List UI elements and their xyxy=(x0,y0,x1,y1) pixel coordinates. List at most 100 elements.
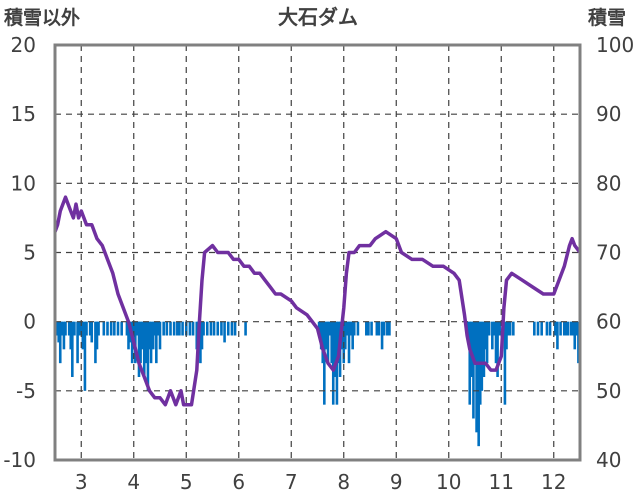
bar xyxy=(230,321,234,336)
left-tick-label: -5 xyxy=(16,379,36,403)
bar xyxy=(564,321,568,336)
bar xyxy=(512,321,515,336)
right-tick-label: 70 xyxy=(596,241,621,265)
x-tick-label: 8 xyxy=(337,470,350,494)
bar xyxy=(141,321,144,350)
bar xyxy=(323,321,326,405)
x-tick-label: 6 xyxy=(232,470,245,494)
bar xyxy=(157,321,160,336)
bar xyxy=(548,321,552,336)
bar xyxy=(370,321,373,336)
line-series xyxy=(53,195,582,407)
bar xyxy=(69,321,73,350)
bar xyxy=(153,321,157,336)
left-tick-label: -10 xyxy=(3,448,36,472)
bar xyxy=(562,321,566,336)
right-tick-label: 90 xyxy=(596,102,621,126)
bar xyxy=(195,321,199,350)
bar xyxy=(386,321,389,336)
bar xyxy=(209,321,213,336)
x-tick-label: 4 xyxy=(127,470,140,494)
bar xyxy=(365,321,368,336)
bar xyxy=(494,321,498,364)
grid-lines xyxy=(55,45,580,460)
bar xyxy=(109,321,113,336)
bar xyxy=(127,321,130,350)
bar xyxy=(508,321,512,336)
bar xyxy=(149,321,153,364)
bar xyxy=(176,321,179,336)
bar xyxy=(62,321,66,350)
bar xyxy=(142,321,146,377)
bar xyxy=(102,321,106,336)
bar xyxy=(388,321,391,336)
left-tick-label: 5 xyxy=(23,241,36,265)
bar xyxy=(487,321,491,336)
bar xyxy=(55,321,58,336)
bar xyxy=(83,321,87,391)
bar xyxy=(90,321,94,343)
bar xyxy=(367,321,370,336)
bar xyxy=(79,321,83,336)
bar xyxy=(200,321,204,350)
bar xyxy=(88,321,92,336)
bar xyxy=(377,321,381,336)
bar xyxy=(356,321,360,336)
bar xyxy=(485,321,489,364)
bar xyxy=(73,321,76,336)
bar xyxy=(113,321,116,336)
bar xyxy=(326,321,330,364)
bar xyxy=(466,321,470,336)
bar xyxy=(349,321,352,336)
plot-frame xyxy=(53,43,582,462)
bar xyxy=(319,321,323,350)
x-tick-label: 7 xyxy=(285,470,298,494)
bar xyxy=(482,321,486,377)
bar xyxy=(496,321,499,377)
bar xyxy=(144,321,148,364)
bar xyxy=(184,321,188,336)
left-tick-label: 20 xyxy=(11,33,36,57)
bar xyxy=(346,321,349,336)
right-tick-label: 40 xyxy=(596,448,621,472)
bar xyxy=(506,321,510,336)
bar xyxy=(375,321,379,336)
bar xyxy=(484,321,487,350)
bar xyxy=(505,321,508,350)
bar xyxy=(577,321,580,364)
left-axis-title: 積雪以外 xyxy=(4,6,80,29)
bar xyxy=(57,321,60,343)
right-tick-label: 100 xyxy=(596,33,634,57)
bar xyxy=(382,321,386,336)
bar xyxy=(220,321,223,336)
bar xyxy=(503,321,507,405)
bar xyxy=(78,321,81,336)
bar xyxy=(556,321,559,350)
bar xyxy=(333,321,337,377)
x-tick-label: 3 xyxy=(75,470,88,494)
bar xyxy=(540,321,543,336)
bar xyxy=(468,321,472,405)
bar xyxy=(344,321,347,350)
bar xyxy=(137,321,141,377)
bar xyxy=(351,321,354,350)
bar xyxy=(158,321,162,350)
bar xyxy=(328,321,331,336)
bar xyxy=(169,321,172,336)
bar xyxy=(480,321,484,391)
bar xyxy=(58,321,62,364)
bar xyxy=(155,321,158,364)
chart-title: 大石ダム xyxy=(278,5,358,29)
bar xyxy=(125,321,129,336)
bar xyxy=(120,321,123,336)
bar xyxy=(136,321,139,336)
bar xyxy=(106,321,109,336)
right-axis-title: 積雪 xyxy=(588,6,626,29)
x-tick-label: 12 xyxy=(541,470,566,494)
bar xyxy=(472,321,475,419)
bar xyxy=(67,321,71,336)
bar xyxy=(498,321,501,336)
bar xyxy=(191,321,195,336)
bar xyxy=(380,321,384,350)
